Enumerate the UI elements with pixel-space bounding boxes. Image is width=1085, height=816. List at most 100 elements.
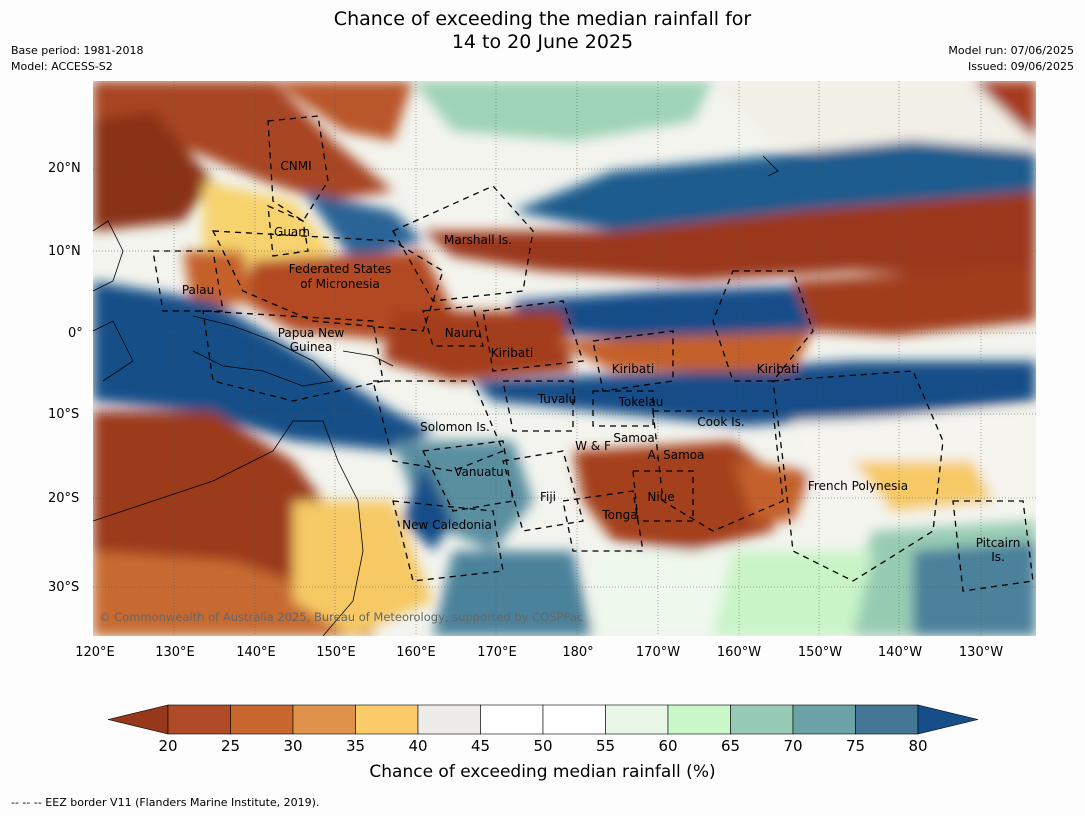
- model-name: Model: ACCESS-S2: [11, 60, 113, 73]
- eez-borders: [152, 115, 1034, 592]
- eez-palau: [152, 250, 224, 312]
- colorbar-segment: [480, 704, 544, 735]
- label-kiribati-3: Kiribati: [757, 362, 799, 376]
- colorbar-tick-label: 60: [658, 737, 678, 755]
- map-title: Chance of exceeding the median rainfall …: [0, 8, 1085, 54]
- label-tuvalu: Tuvalu: [537, 392, 577, 406]
- label-tonga: Tonga: [601, 508, 637, 522]
- colorbar-label: Chance of exceeding median rainfall (%): [369, 762, 716, 782]
- borneo-coast: [93, 320, 134, 382]
- label-guam: Guam: [274, 225, 310, 239]
- eez-niue: [632, 470, 694, 522]
- label-new-caledonia: New Caledonia: [402, 518, 492, 532]
- eez-french-polynesia: [772, 370, 944, 582]
- colorbar-segment: [542, 704, 606, 735]
- title-line-2: 14 to 20 June 2025: [451, 31, 634, 53]
- colorbar-extend-high: [917, 704, 979, 735]
- colorbar-segment: [355, 704, 419, 735]
- eez-png: [202, 310, 384, 402]
- label-wf: W & F: [575, 439, 611, 453]
- lon-label-140w: 140°W: [877, 645, 923, 660]
- eez-fiji: [502, 450, 584, 532]
- eez-marshall: [392, 185, 534, 302]
- eez-guam: [267, 204, 309, 257]
- region-labels: CNMI Guam Marshall Is. Federated States …: [182, 159, 1020, 564]
- lon-label-170e: 170°E: [477, 645, 517, 660]
- label-fiji: Fiji: [540, 490, 556, 504]
- copyright-text: © Commonwealth of Australia 2025, Bureau…: [99, 610, 583, 624]
- lon-label-150e: 150°E: [316, 645, 356, 660]
- colorbar-segment: [230, 704, 294, 735]
- eez-solomon: [372, 380, 504, 472]
- label-png-1: Papua New: [278, 326, 345, 340]
- lat-label-0: 0°: [68, 326, 83, 341]
- eez-cnmi: [267, 115, 329, 222]
- new-britain-coast: [342, 350, 394, 367]
- colorbar-tick-label: 75: [845, 737, 866, 755]
- meta-right: Model run: 07/06/2025 Issued: 09/06/2025: [948, 43, 1074, 75]
- lat-label-10n: 10°N: [48, 244, 81, 259]
- label-nauru: Nauru: [445, 326, 481, 340]
- eez-pitcairn: [952, 500, 1034, 592]
- eez-new-caledonia: [392, 500, 504, 582]
- title-line-1: Chance of exceeding the median rainfall …: [333, 8, 752, 30]
- base-period: Base period: 1981-2018: [11, 44, 144, 57]
- rainfall-map: CNMI Guam Marshall Is. Federated States …: [93, 81, 1036, 636]
- label-fsm-2: of Micronesia: [300, 277, 380, 291]
- label-niue: Niue: [647, 490, 674, 504]
- colorbar-segment: [855, 704, 919, 735]
- label-cnmi: CNMI: [280, 159, 311, 173]
- label-cook: Cook Is.: [697, 415, 744, 429]
- colorbar-segment: [167, 704, 231, 735]
- colorbar-tick-label: 70: [783, 737, 803, 755]
- colorbar-tick-label: 80: [908, 737, 928, 755]
- eez-tokelau: [592, 390, 654, 427]
- colorbar-segment: [605, 704, 669, 735]
- lon-label-160e: 160°E: [396, 645, 436, 660]
- label-vanuatu: Vanuatu: [454, 465, 504, 479]
- issued-date: Issued: 09/06/2025: [967, 60, 1074, 73]
- colorbar-segment: [417, 704, 481, 735]
- label-marshall: Marshall Is.: [444, 233, 512, 247]
- lat-label-30s: 30°S: [48, 580, 80, 595]
- lon-label-130e: 130°E: [155, 645, 195, 660]
- graticule: [93, 81, 1036, 636]
- lon-label-180: 180°: [562, 645, 594, 660]
- lon-label-140e: 140°E: [236, 645, 276, 660]
- label-french-polynesia: French Polynesia: [808, 479, 908, 493]
- label-pitcairn-1: Pitcairn: [976, 536, 1021, 550]
- eez-nauru: [422, 305, 484, 347]
- eez-cook: [652, 410, 784, 532]
- label-png-2: Guinea: [290, 340, 333, 354]
- meta-left: Base period: 1981-2018 Model: ACCESS-S2: [11, 43, 143, 75]
- hawaii-coast: [762, 155, 779, 177]
- eez-tuvalu: [502, 380, 574, 432]
- new-guinea-coast: [192, 315, 334, 387]
- colorbar-tick-label: 50: [533, 737, 553, 755]
- lat-label-20s: 20°S: [48, 491, 80, 506]
- eez-footer-note: -- -- -- EEZ border V11 (Flanders Marine…: [11, 796, 320, 809]
- lat-label-10s: 10°S: [48, 407, 80, 422]
- colorbar-segment: [667, 704, 731, 735]
- label-palau: Palau: [182, 283, 214, 297]
- lon-label-160w: 160°W: [716, 645, 762, 660]
- colorbar-segment: [292, 704, 356, 735]
- colorbar-tick-label: 45: [470, 737, 491, 755]
- label-samoa: Samoa: [613, 431, 654, 445]
- colorbar-tick-label: 35: [345, 737, 366, 755]
- label-kiribati-1: Kiribati: [491, 346, 533, 360]
- australia-coast: [93, 420, 364, 636]
- colorbar: [107, 704, 979, 735]
- label-asamoa: A. Samoa: [648, 448, 705, 462]
- eez-vanuatu: [422, 440, 514, 512]
- lat-label-20n: 20°N: [48, 161, 81, 176]
- lon-label-120e: 120°E: [75, 645, 115, 660]
- colorbar-tick-label: 20: [158, 737, 178, 755]
- colorbar-segment: [792, 704, 856, 735]
- lon-label-170w: 170°W: [635, 645, 681, 660]
- eez-fsm: [211, 230, 444, 332]
- lon-label-130w: 130°W: [958, 645, 1004, 660]
- eez-tonga: [562, 490, 644, 552]
- label-tokelau: Tokelau: [618, 395, 664, 409]
- colorbar-tick-label: 25: [220, 737, 241, 755]
